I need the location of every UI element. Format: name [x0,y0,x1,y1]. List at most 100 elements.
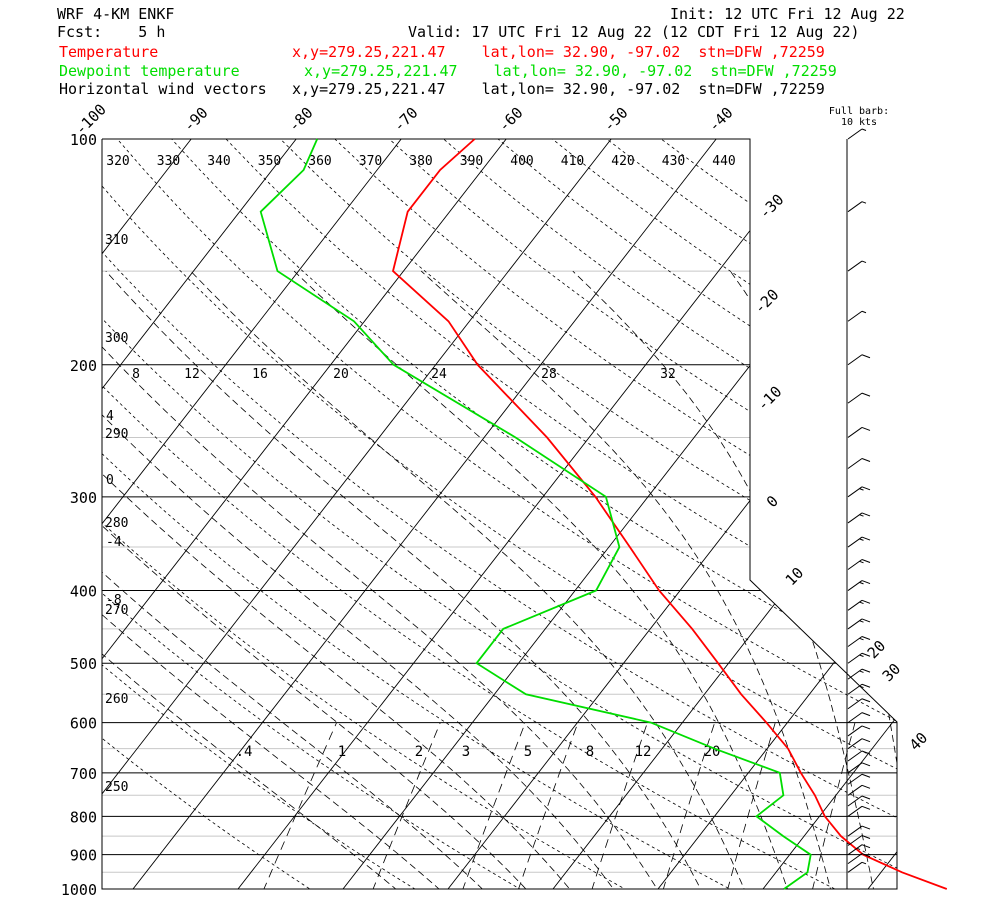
barb-flag [861,652,871,657]
thetae-label: 20 [333,367,349,382]
wind-barb [847,536,871,548]
legend-temperature-info: x,y=279.25,221.47 lat,lon= 32.90, -97.02… [292,43,825,61]
isotherm [102,139,402,889]
barb-staff [847,853,863,865]
pressure-tick-label: 600 [70,715,97,733]
barb-staff [847,795,863,807]
barb-flag [861,750,871,755]
theta-label: 320 [106,154,129,169]
barb-half [859,601,864,605]
dry-adiabat [102,139,867,889]
legend-wind-info: x,y=279.25,221.47 lat,lon= 32.90, -97.02… [292,80,825,98]
isotherm-label: 20 [864,637,890,663]
barb-half [861,310,867,314]
wind-barb [847,580,871,591]
wind-barb [847,458,871,469]
moist-adiabat [102,270,625,889]
barb-staff [847,427,863,438]
theta-label: 330 [157,154,180,169]
pressure-tick-label: 1000 [61,881,97,899]
theta-label: 400 [510,154,533,169]
thetae-label: 8 [132,367,140,382]
wind-barb [847,260,867,272]
dry-adiabat [171,139,897,889]
dry-adiabat [116,139,897,889]
wind-barb [847,354,871,366]
moist-adiabat [102,270,457,889]
isotherm [961,139,1000,900]
dry-adiabat [102,139,654,889]
barb-staff [847,392,863,404]
barb-flag [861,559,871,563]
moist-adiabat [102,270,667,889]
frame [101,138,898,890]
wind-barb [847,668,871,680]
barb-staff [847,698,863,710]
theta-label: 430 [662,154,685,169]
moist-adiabat [102,270,583,889]
pressure-tick-label: 900 [70,847,97,865]
grid [0,139,1000,900]
barb-staff [847,762,863,774]
barb-half [859,538,864,541]
theta-label: 340 [207,154,230,169]
isotherm [120,139,717,889]
barb-flag [861,636,871,640]
isotherm [645,139,897,889]
wind-barbs [847,128,871,873]
isotherm-label: -50 [600,104,632,136]
isotherm [750,139,897,889]
dry-adiabat [102,139,897,889]
isotherm-label: -70 [390,104,422,136]
wind-barb [847,835,871,846]
dry-adiabat [280,139,897,889]
dry-adiabat [497,139,897,889]
wind-barb [847,559,871,570]
plot-frame [101,138,898,890]
theta-label: 390 [460,154,483,169]
wind-barb [847,683,871,695]
barb-flag [861,486,871,491]
isotherm-label: -30 [756,191,788,223]
theta-label: 300 [105,331,128,346]
isotherm-label: -60 [495,104,527,136]
wind-barb [847,618,871,630]
wind-barb [847,599,871,611]
wind-barb [847,201,867,213]
theta-label: 410 [561,154,584,169]
isotherm-label: 30 [879,660,905,686]
wind-barb [847,738,871,750]
mixing-ratio-label: 5 [524,744,532,760]
wind-barb [847,310,867,322]
isotherm-label: -20 [751,286,783,318]
wind-barb [847,392,871,404]
barb-flag [861,580,871,585]
legend-dewpoint-info: x,y=279.25,221.47 lat,lon= 32.90, -97.02… [304,62,837,80]
barb-staff [847,712,863,724]
mixing-ratio-line [456,722,526,889]
barb-half [859,637,864,641]
mixing-ratio-line [366,722,441,889]
barb-half [861,861,867,865]
barb-flag [861,599,871,604]
barb-half [861,128,867,131]
mixing-ratio-line [512,722,579,889]
isotherm [0,139,86,900]
barb-staff [847,861,863,873]
barb-staff [847,825,863,837]
dry-adiabat [102,139,335,889]
dry-adiabat [102,139,897,889]
thetae-label: 16 [252,367,268,382]
thetae-label: 12 [184,367,200,382]
theta-label: 420 [611,154,634,169]
mixing-ratio-line [808,722,856,889]
mixing-ratio-label: 1 [338,744,346,760]
isotherm-label: 10 [782,564,808,590]
wind-barb [847,805,871,817]
legend-temperature-label: Temperature [59,43,159,61]
barb-flag [861,536,871,541]
series [259,138,948,890]
legend-dewpoint-label: Dewpoint temperature [59,62,240,80]
mixing-ratio-label: 20 [704,744,721,760]
